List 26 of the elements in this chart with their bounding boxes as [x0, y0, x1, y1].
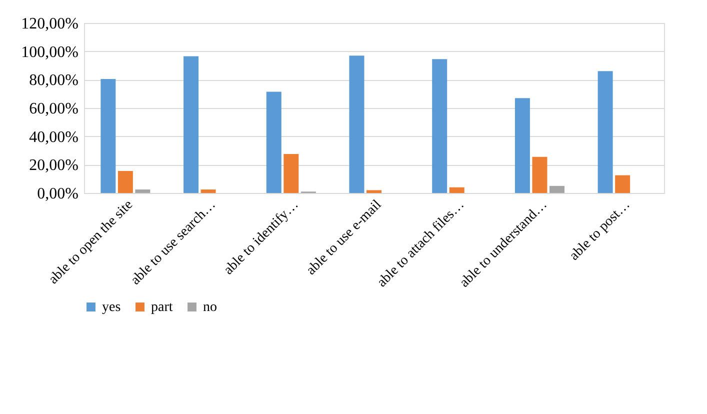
legend-label: yes: [102, 300, 121, 315]
bar: [449, 187, 464, 193]
y-tick-label: 120,00%: [21, 16, 78, 32]
bar: [118, 171, 133, 193]
bar: [135, 189, 150, 193]
bar: [284, 154, 299, 193]
y-tick-label: 40,00%: [29, 128, 78, 146]
bar: [432, 59, 448, 193]
bar: [532, 156, 548, 193]
bar: [266, 92, 282, 193]
legend-label: no: [203, 300, 217, 315]
legend-label: part: [151, 300, 173, 315]
bar: [184, 56, 199, 193]
y-tick-label: 100,00%: [21, 44, 78, 61]
bar: [598, 71, 613, 193]
bar: [549, 186, 564, 193]
bar: [514, 98, 530, 193]
bar: [366, 190, 382, 193]
bar: [349, 56, 364, 193]
bar: [100, 78, 116, 193]
bar: [200, 189, 216, 193]
y-tick-label: 80,00%: [29, 72, 78, 90]
y-tick-label: 20,00%: [29, 157, 78, 174]
bar: [615, 175, 630, 193]
y-tick-label: 60,00%: [29, 100, 78, 118]
y-tick-label: 0,00%: [37, 186, 78, 202]
